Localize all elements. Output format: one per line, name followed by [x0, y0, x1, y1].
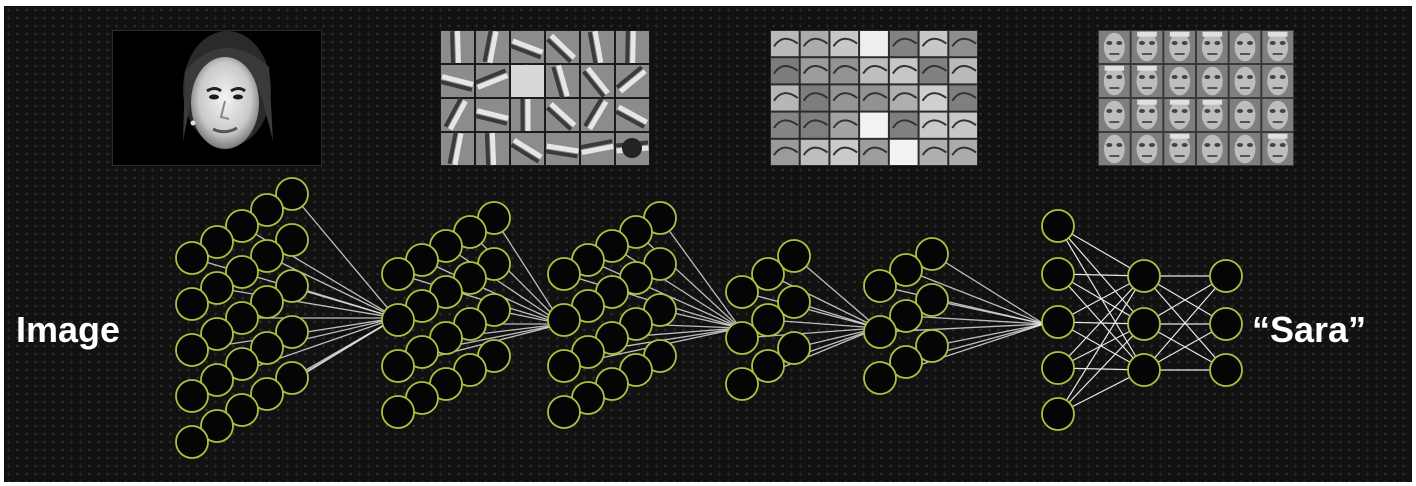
layer-5-neuron	[863, 315, 897, 349]
fc-layer-2-neuron	[1127, 307, 1161, 341]
layer-1-neuron	[175, 379, 209, 413]
fc2-out-link	[1143, 275, 1227, 371]
layer-1-neuron	[200, 409, 234, 443]
layer-1-neuron	[175, 425, 209, 459]
fan-4-link-0	[793, 255, 879, 329]
layer-3-neuron	[547, 303, 581, 337]
fan-2-link-0	[493, 217, 563, 325]
layer-4-neuron	[725, 321, 759, 355]
layer-1-neuron	[225, 209, 259, 243]
output-neuron	[1209, 307, 1243, 341]
layer-1-neuron	[275, 361, 309, 395]
neurons	[175, 177, 1243, 459]
layer-1-neuron	[200, 363, 234, 397]
layer-2-neuron	[381, 349, 415, 383]
fc-layer-1-neuron	[1041, 257, 1075, 291]
edge-feature-grid	[440, 30, 650, 166]
layer-1-neuron	[250, 193, 284, 227]
fan-2-link-8	[397, 273, 563, 325]
layer-4-neuron	[751, 349, 785, 383]
fc1-fc2-link	[1057, 225, 1145, 371]
face-feature-grid	[1098, 30, 1294, 166]
network-graph	[175, 177, 1243, 459]
layer-4-neuron	[777, 331, 811, 365]
fan-4-link-4	[767, 319, 879, 329]
layer-5-neuron	[915, 237, 949, 271]
fan-1-link-3	[266, 255, 397, 319]
fc-layer-1-neuron	[1041, 351, 1075, 385]
layer-5-neuron	[889, 299, 923, 333]
layer-1-neuron	[250, 377, 284, 411]
fc1-fc2-link	[1057, 275, 1145, 415]
output-label: “Sara”	[1252, 309, 1367, 350]
fan-4-link-6	[741, 291, 879, 329]
layer-4-neuron	[751, 303, 785, 337]
fc-layer-1-neuron	[1041, 305, 1075, 339]
fan-2-link-2	[469, 231, 563, 325]
layer-2-neuron	[381, 257, 415, 291]
fan-5-link-6	[879, 285, 1045, 325]
fc-layer-2-neuron	[1127, 259, 1161, 293]
fc1-fc2-link	[1057, 323, 1145, 415]
input-face-photo	[112, 30, 322, 166]
layer-1-neuron	[225, 347, 259, 381]
layer-3-neuron	[547, 257, 581, 291]
layer-1-neuron	[250, 285, 284, 319]
fc-layer-1-neuron	[1041, 397, 1075, 431]
part-feature-grid	[770, 30, 978, 166]
input-label: Image	[16, 309, 121, 350]
layer-1-neuron	[200, 271, 234, 305]
layer-1-neuron	[250, 239, 284, 273]
fc-layer-2-neuron	[1127, 353, 1161, 387]
fan-1-link-0	[291, 193, 397, 319]
layer-1-neuron	[275, 177, 309, 211]
fan-5-link-3	[905, 269, 1045, 325]
neural-network-diagram: Image “Sara”	[4, 6, 1412, 482]
layer-4-neuron	[725, 275, 759, 309]
fan-4-link-3	[767, 273, 879, 329]
fan-5-link-4	[905, 315, 1045, 325]
output-neuron	[1209, 259, 1243, 293]
layer-5-neuron	[915, 283, 949, 317]
layer-2-neuron	[381, 303, 415, 337]
layer-1-neuron	[275, 223, 309, 257]
output-neuron	[1209, 353, 1243, 387]
layer-4-neuron	[777, 285, 811, 319]
layer-1-neuron	[175, 333, 209, 367]
fan-2-link-4	[445, 245, 563, 325]
fan-5-link-2	[931, 323, 1045, 347]
layer-5-neuron	[915, 329, 949, 363]
layer-4-neuron	[725, 367, 759, 401]
fan-1-link-8	[216, 287, 397, 319]
layer-4-neuron	[777, 239, 811, 273]
fan-5-link-0	[931, 253, 1045, 325]
fan-2-link-6	[421, 259, 563, 325]
fan-3-link-0	[659, 217, 741, 329]
layer-1-neuron	[200, 317, 234, 351]
layer-2-neuron	[381, 395, 415, 429]
layer-1-neuron	[275, 269, 309, 303]
fan-3-link-4	[611, 245, 741, 329]
layer-3-neuron	[547, 395, 581, 429]
layer-5-neuron	[889, 345, 923, 379]
layer-5-neuron	[863, 269, 897, 303]
layer-1-neuron	[175, 241, 209, 275]
layer-4-neuron	[751, 257, 785, 291]
layer-5-neuron	[889, 253, 923, 287]
layer-1-neuron	[225, 301, 259, 335]
layer-1-neuron	[200, 225, 234, 259]
layer-1-neuron	[175, 287, 209, 321]
layer-1-neuron	[225, 255, 259, 289]
fc-layer-1-neuron	[1041, 209, 1075, 243]
fc1-fc2-link	[1057, 275, 1145, 369]
layer-1-neuron	[250, 331, 284, 365]
layer-5-neuron	[863, 361, 897, 395]
layer-1-neuron	[275, 315, 309, 349]
layer-3-neuron	[547, 349, 581, 383]
fan-3-link-2	[635, 231, 741, 329]
layer-1-neuron	[225, 393, 259, 427]
